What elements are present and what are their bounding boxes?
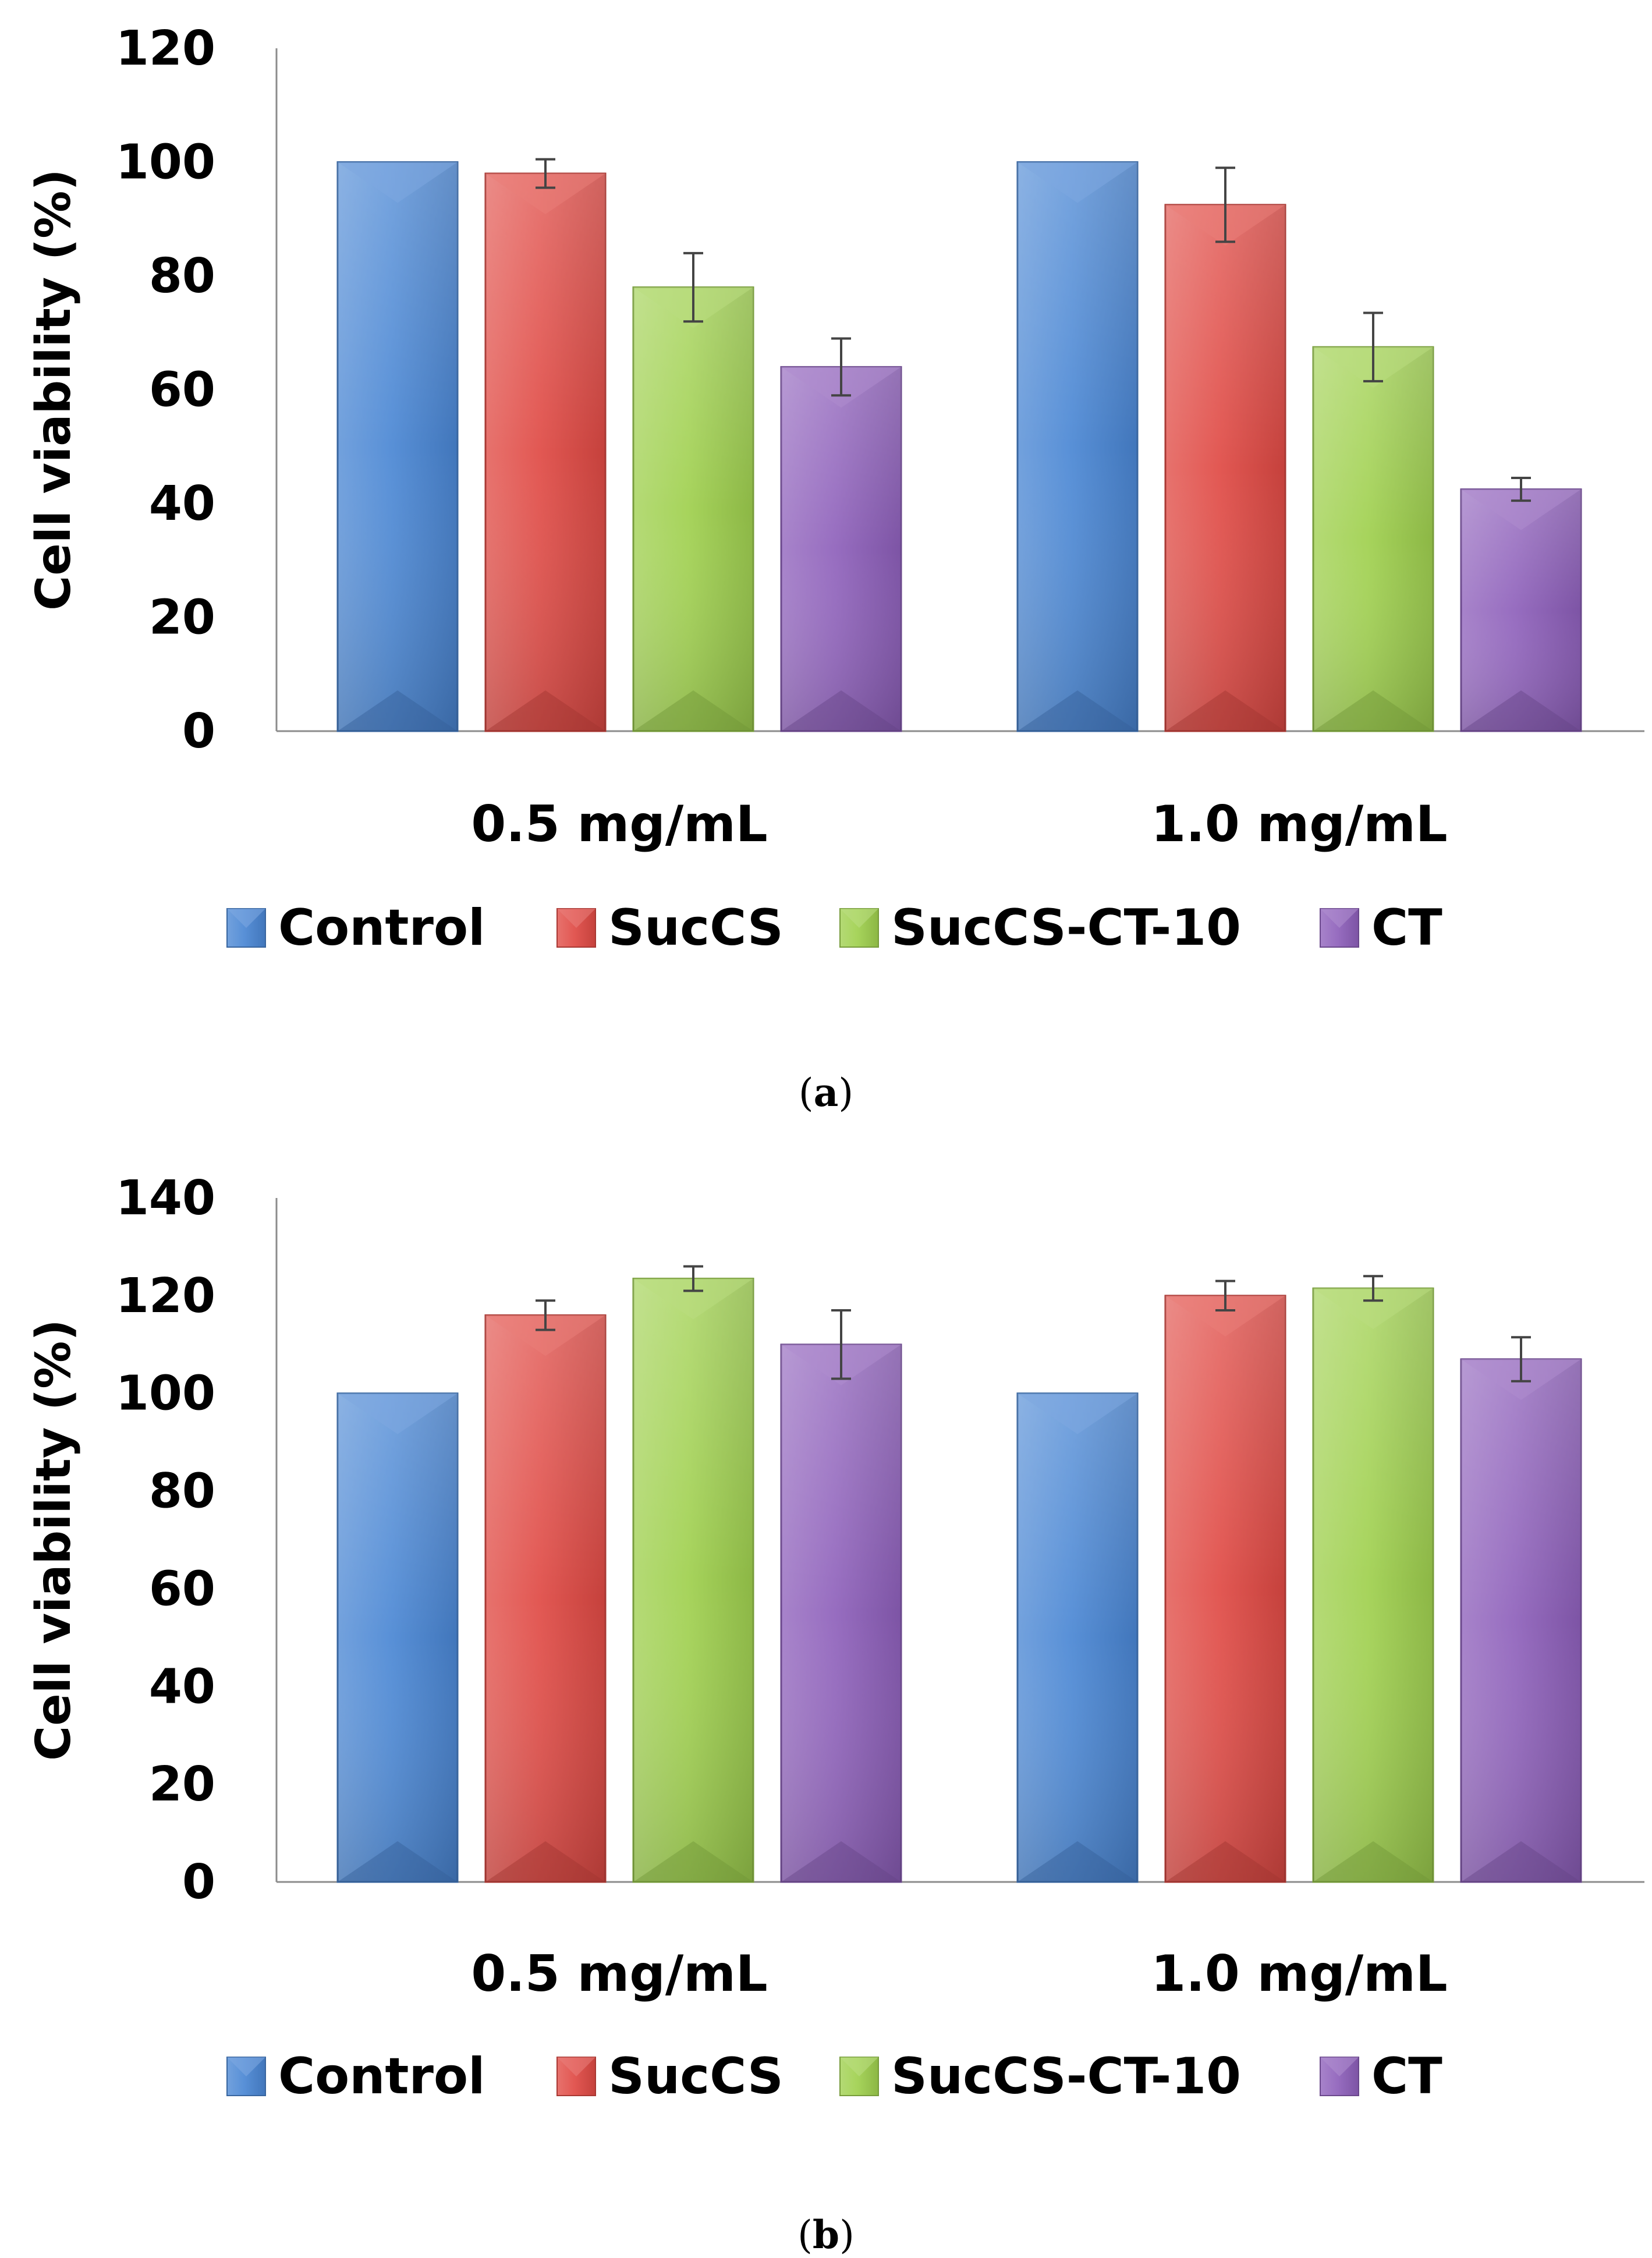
y-tick-label: 60 [149, 1561, 215, 1617]
panel-caption: (b) [797, 2212, 855, 2257]
bar-control-0-5-mg-ml [336, 1392, 459, 1883]
error-bar-ct-1-0-mg-ml [1511, 1336, 1531, 1383]
bar-ct-1-0-mg-ml [1460, 488, 1582, 732]
bar-control-1-0-mg-ml [1016, 1392, 1139, 1883]
bar-succs-0-5-mg-ml [484, 172, 607, 732]
legend-item-ct: CT [1320, 899, 1442, 957]
error-bar-succs-0-5-mg-ml [536, 1299, 555, 1331]
legend: Control SucCS SucCS-CT-10 CT [226, 2047, 1442, 2105]
legend-item-control: Control [226, 2047, 485, 2105]
error-bar-succs-ct-10-1-0-mg-ml [1363, 311, 1383, 382]
legend-item-succs-ct-10: SucCS-CT-10 [839, 2047, 1241, 2105]
legend-label: SucCS [608, 899, 784, 957]
error-bar-succs-ct-10-1-0-mg-ml [1363, 1275, 1383, 1302]
legend-label: SucCS [608, 2047, 784, 2105]
y-tick-label: 40 [149, 1659, 215, 1714]
y-tick-label: 0 [182, 1855, 215, 1910]
legend-item-ct: CT [1320, 2047, 1442, 2105]
legend-label: SucCS-CT-10 [891, 2047, 1241, 2105]
y-axis-title: Cell viability (%) [26, 1319, 81, 1761]
legend-label: SucCS-CT-10 [891, 899, 1241, 957]
bar-ct-1-0-mg-ml [1460, 1358, 1582, 1883]
legend-item-succs: SucCS [556, 2047, 784, 2105]
bar-succs-1-0-mg-ml [1164, 204, 1286, 732]
bar-succs-ct-10-1-0-mg-ml [1312, 1287, 1434, 1883]
x-category-label: 1.0 mg/mL [1151, 1945, 1447, 2003]
bar-succs-ct-10-1-0-mg-ml [1312, 346, 1434, 732]
y-tick-label: 40 [149, 476, 215, 531]
legend-label: CT [1371, 2047, 1442, 2105]
y-tick-label: 100 [116, 1366, 215, 1422]
bar-succs-0-5-mg-ml [484, 1314, 607, 1883]
x-category-label: 0.5 mg/mL [471, 1945, 767, 2003]
y-tick-label: 0 [182, 704, 215, 759]
y-tick-label: 20 [149, 590, 215, 646]
y-tick-label: 20 [149, 1757, 215, 1812]
legend-item-succs: SucCS [556, 899, 784, 957]
y-tick-label: 80 [149, 1464, 215, 1519]
error-bar-ct-1-0-mg-ml [1511, 477, 1531, 502]
error-bar-succs-1-0-mg-ml [1215, 166, 1235, 243]
bar-ct-0-5-mg-ml [780, 1344, 902, 1883]
y-tick-label: 120 [116, 1268, 215, 1324]
y-tick-label: 80 [149, 249, 215, 304]
x-category-label: 1.0 mg/mL [1151, 795, 1447, 853]
y-tick-label: 100 [116, 135, 215, 190]
y-tick-label: 60 [149, 363, 215, 418]
bar-control-0-5-mg-ml [336, 161, 459, 732]
bar-succs-1-0-mg-ml [1164, 1295, 1286, 1883]
bar-ct-0-5-mg-ml [780, 366, 902, 732]
legend-label: Control [278, 899, 485, 957]
chart-panel-a: 0 20 40 60 80 100 120 Cell viability (%) 0.5 mg/… [26, 21, 1644, 1115]
error-bar-succs-0-5-mg-ml [536, 158, 555, 189]
y-axis-title: Cell viability (%) [26, 169, 81, 611]
y-tick-label: 140 [116, 1171, 215, 1226]
panel-caption: (a) [799, 1070, 853, 1115]
chart-panel-b: 0 20 40 60 80 100 120 140 Cell viability (%) 0.5 … [26, 1171, 1644, 2257]
error-bar-ct-0-5-mg-ml [831, 1309, 851, 1380]
error-bar-succs-ct-10-0-5-mg-ml [683, 251, 703, 323]
legend: Control SucCS SucCS-CT-10 CT [226, 899, 1442, 957]
error-bar-ct-0-5-mg-ml [831, 337, 851, 397]
error-bar-succs-1-0-mg-ml [1215, 1279, 1235, 1312]
bar-control-1-0-mg-ml [1016, 161, 1139, 732]
bar-succs-ct-10-0-5-mg-ml [632, 1277, 754, 1883]
x-category-label: 0.5 mg/mL [471, 795, 767, 853]
bar-succs-ct-10-0-5-mg-ml [632, 286, 754, 732]
legend-item-control: Control [226, 899, 485, 957]
legend-item-succs-ct-10: SucCS-CT-10 [839, 899, 1241, 957]
legend-label: CT [1371, 899, 1442, 957]
error-bar-succs-ct-10-0-5-mg-ml [683, 1265, 703, 1292]
y-tick-label: 120 [116, 21, 215, 76]
legend-label: Control [278, 2047, 485, 2105]
